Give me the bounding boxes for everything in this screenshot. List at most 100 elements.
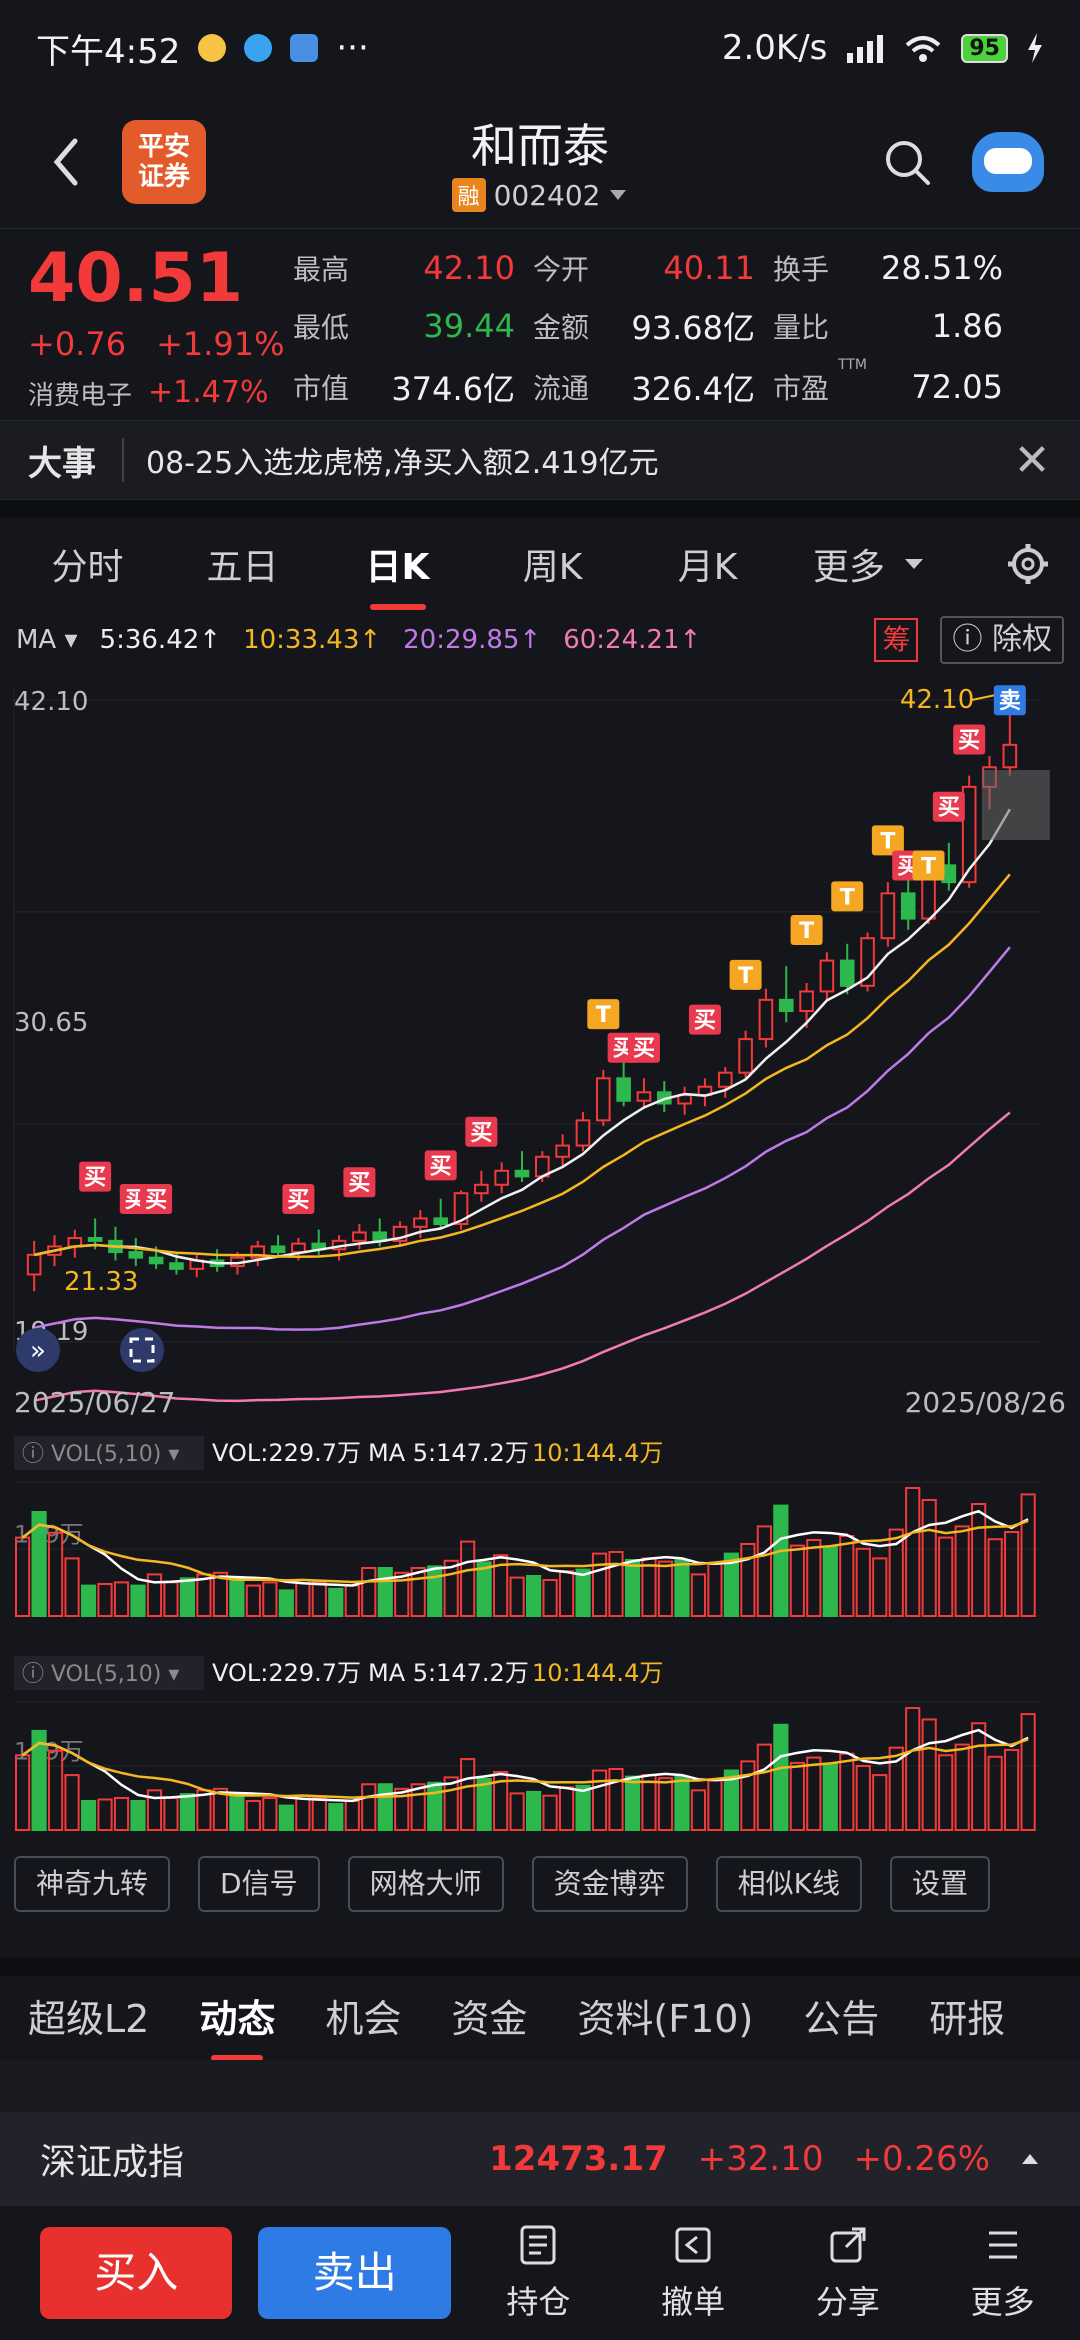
volume-bar [427,1565,443,1618]
search-icon[interactable] [882,137,932,187]
stat-value-volume-ratio: 1.86 [931,306,1003,345]
tab-dynamics[interactable]: 动态 [199,1988,275,2061]
volume-bar [476,1777,492,1831]
volume-bar [575,1568,591,1617]
volume-bar [987,1538,1003,1618]
volume-bar [31,1511,47,1617]
volume-bar [113,1796,130,1831]
volume-bar [509,1792,525,1832]
app-notification-icon [244,34,273,62]
kline-chart-area[interactable]: 42.10 30.65 19.19 42.10 21.33 买买买买买买买 T 买买买 T T T T… [0,682,1080,1842]
volume-bar [707,1563,723,1617]
tool-similar-kline[interactable]: 相似K线 [715,1856,862,1912]
stock-code: 002402 [493,178,601,212]
tab-f10[interactable]: 资料(F10) [577,1996,754,2041]
sell-signal-text: 卖 [999,688,1021,714]
stat-label: 流通 [533,371,590,405]
quote-stats: 最高 42.10 今开 40.11 换手 28.51% 最低 39.44 金额 … [293,245,1066,412]
tab-super-l2[interactable]: 超级L2 [28,1996,150,2041]
volume-bar [526,1790,542,1831]
sell-button[interactable]: 卖出 [258,2227,451,2319]
tool-settings[interactable]: 设置 [889,1856,990,1912]
cancel-order-button[interactable]: 撤单 [616,2223,771,2323]
volume-bar [443,1559,459,1617]
volume-bar [212,1571,228,1617]
volume-bar [558,1786,575,1832]
tab-opportunity[interactable]: 机会 [325,1996,402,2041]
stat-label: 换手 [773,252,830,286]
more-button[interactable]: 更多 [925,2223,1080,2323]
ma-legend: MA ▾ 5:36.42↑ 10:33.43↑ 20:29.85↑ 60:24.… [0,610,1080,670]
candle-body [839,959,855,987]
volume-bar [707,1779,723,1831]
stat-value-high: 42.10 [423,248,515,287]
tool-magic-nine[interactable]: 神奇九转 [14,1856,171,1912]
vol-ma5-line [21,1728,1029,1803]
sector-link[interactable]: 消费电子 +1.47% [28,375,293,412]
vol-indicator-label: ⓘ VOL(5,10) ▾ [22,1442,179,1467]
volume-bar [328,1587,344,1617]
volume-bar [575,1784,591,1832]
buy-signal-badge [79,1161,112,1192]
index-ticker[interactable]: 深证成指 12473.17 +32.10 +0.26% [0,2112,1080,2206]
sector-name: 消费电子 [28,381,133,411]
ex-rights-button[interactable]: ⓘ 除权 [940,616,1064,664]
volume-bar [245,1800,261,1832]
tool-d-signal[interactable]: D信号 [198,1856,320,1912]
end-date-label: 2025/08/26 [905,1386,1066,1419]
volume-bar [921,1499,937,1617]
volume-bar [31,1729,47,1831]
volume-bar [789,1544,805,1617]
back-arrow-icon[interactable] [36,132,96,192]
positions-button[interactable]: 持仓 [461,2223,616,2323]
expand-up-icon[interactable] [1020,2152,1040,2166]
tool-grid-master[interactable]: 网格大师 [347,1856,504,1912]
stat-value-open: 40.11 [663,248,755,287]
tool-capital-game[interactable]: 资金博弈 [531,1856,688,1912]
ai-assistant-icon[interactable] [972,132,1044,192]
share-button[interactable]: 分享 [770,2223,925,2323]
broker-logo[interactable]: 平安 证券 [122,120,206,204]
candle-body [799,990,814,1013]
volume-bar [311,1581,327,1618]
stat-value-low: 39.44 [423,306,515,345]
buy-signal-text: 买 [348,1171,370,1196]
volume-bar [822,1546,838,1618]
volume-bar [740,1543,756,1617]
major-event-tag: 大事 [28,443,96,484]
ma10-value: 10:33.43↑ [243,625,382,655]
chip-distribution-button[interactable]: 筹 [874,618,919,662]
tab-monthly-k[interactable]: 月K [677,547,738,588]
tab-announcement[interactable]: 公告 [803,1996,880,2041]
buy-button[interactable]: 买入 [40,2227,233,2319]
volume-bar [971,1722,987,1831]
tab-five-day[interactable]: 五日 [206,547,279,588]
candle-body [717,1071,733,1088]
major-event-bar[interactable]: 大事 08-25入选龙虎榜,净买入额2.419亿元 ✕ [0,420,1080,500]
volume-bar [806,1539,822,1617]
start-date-label: 2025/06/27 [14,1386,175,1419]
ma5-line [33,808,1011,1265]
buy-signal-badge [343,1167,376,1198]
close-icon[interactable]: ✕ [1013,434,1051,486]
volume-bar [855,1547,871,1617]
tab-daily-k[interactable]: 日K [320,538,475,610]
tab-intraday[interactable]: 分时 [51,547,124,588]
expand-left-icon-glyph: » [30,1336,46,1366]
volume-bar [163,1796,179,1831]
t-signal-text: T [738,964,753,989]
t-signal-text: T [921,855,936,880]
ma-selector[interactable]: MA ▾ [16,625,78,655]
tab-research[interactable]: 研报 [929,1996,1006,2041]
stock-code-selector[interactable]: 融 002402 [0,178,1080,212]
buy-signal-text: 买 [633,1037,655,1062]
t-signal-badge [871,825,904,856]
ma60-value: 60:24.21↑ [563,625,702,655]
volume-bar [954,1525,970,1618]
gear-icon[interactable] [1006,542,1050,586]
tab-more[interactable]: 更多 [813,538,925,590]
tab-weekly-k[interactable]: 周K [522,547,583,588]
buy-signal-text: 买 [694,1009,716,1034]
tab-capital[interactable]: 资金 [451,1996,528,2041]
